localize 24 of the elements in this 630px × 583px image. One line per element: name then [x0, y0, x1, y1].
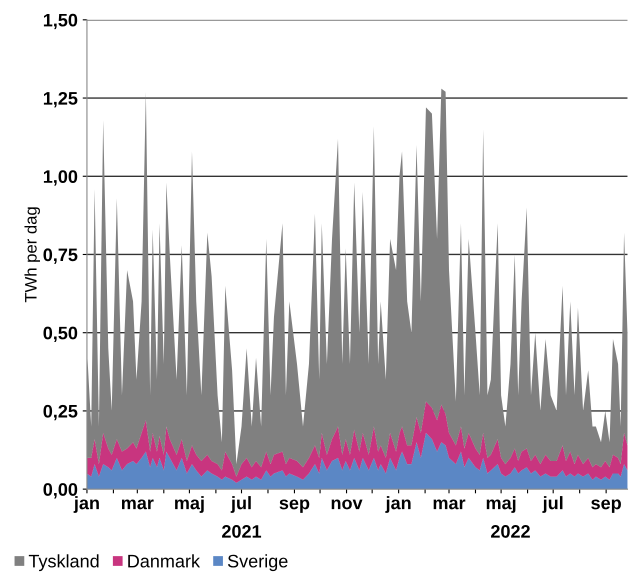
x-tick-label: jan — [385, 496, 411, 513]
legend-label: Tyskland — [28, 554, 99, 572]
y-tick-label: 1,00 — [44, 170, 78, 186]
x2-tick-label: 2021 — [222, 525, 262, 538]
y-tick-label: 0,25 — [43, 404, 78, 420]
legend-label: Danmark — [128, 554, 200, 568]
y-tick-label: 1,50 — [44, 14, 78, 30]
x-tick-label: mar — [434, 499, 466, 510]
x-tick-label: sep — [280, 499, 310, 513]
y-tick-label: 1,25 — [44, 92, 78, 108]
y-tick-label: 0,75 — [43, 248, 78, 264]
x-tick-label: sep — [591, 499, 621, 513]
x-tick-label: nov — [332, 499, 363, 510]
x-tick-label: maj — [486, 496, 516, 513]
legend-label: Sverige — [228, 554, 288, 572]
x-tick-label: mar — [122, 499, 154, 510]
y-tick-label: 0,00 — [43, 483, 78, 498]
x-tick-label: maj — [175, 496, 204, 513]
x-tick-label: jul — [230, 496, 251, 513]
x-tick-label: jan — [74, 496, 99, 513]
x-tick-label: jul — [542, 496, 562, 513]
y-axis-title: TWh per dag — [24, 207, 40, 302]
x2-tick-label: 2022 — [491, 525, 530, 538]
y-tick-label: 0,50 — [43, 326, 78, 342]
